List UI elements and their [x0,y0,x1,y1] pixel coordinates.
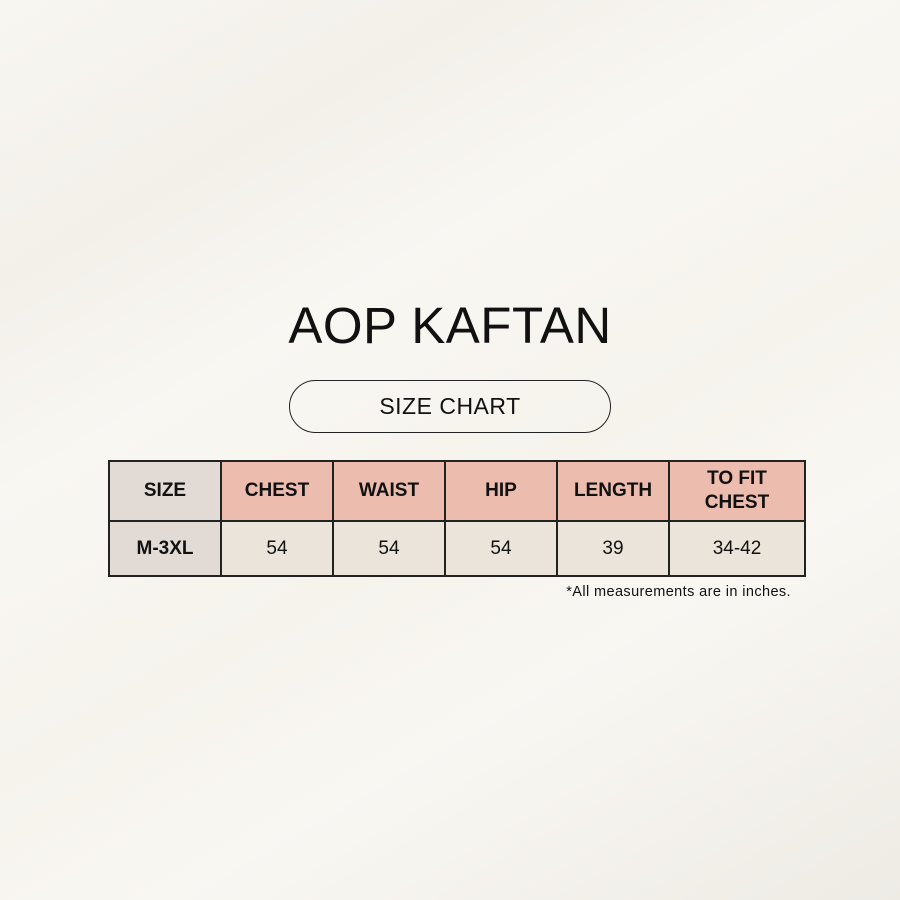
product-title: AOP KAFTAN [288,297,612,354]
size-chart-label: SIZE CHART [289,380,611,433]
cell-waist: 54 [332,520,446,577]
header-row: SIZE CHEST WAIST HIP LENGTH TO FIT CHEST [108,460,806,522]
cell-hip: 54 [444,520,558,577]
cell-to-fit-chest: 34-42 [668,520,806,577]
cell-length: 39 [556,520,670,577]
measurement-note: *All measurements are in inches. [566,584,791,600]
cell-chest: 54 [220,520,334,577]
header-waist: WAIST [332,460,446,522]
header-size: SIZE [108,460,222,522]
cell-size: M-3XL [108,520,222,577]
size-table: SIZE CHEST WAIST HIP LENGTH TO FIT CHEST… [108,460,806,577]
header-chest: CHEST [220,460,334,522]
header-length: LENGTH [556,460,670,522]
header-hip: HIP [444,460,558,522]
table-row: M-3XL 54 54 54 39 34-42 [108,520,806,577]
header-to-fit-chest: TO FIT CHEST [668,460,806,522]
